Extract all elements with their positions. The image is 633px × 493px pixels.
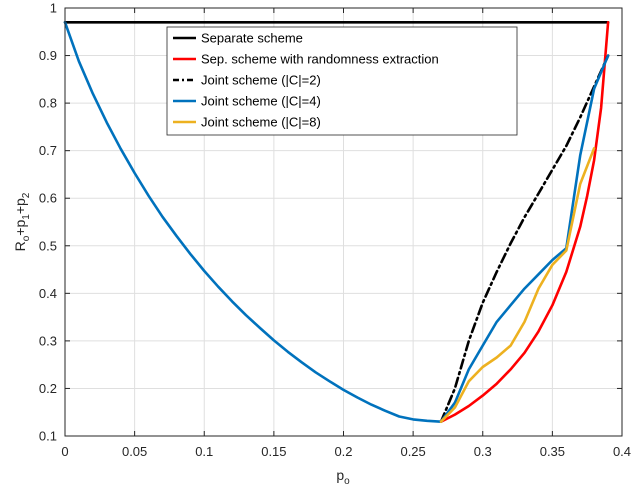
- series-line-2: [439, 20, 610, 424]
- x-axis-label-main: p: [336, 467, 344, 483]
- legend-label-3: Joint scheme (|C|=2): [201, 73, 321, 88]
- y-axis-label-part: o: [21, 235, 32, 241]
- y-axis-label-part: R: [12, 241, 28, 251]
- y-axis-label-part: +p: [12, 220, 28, 236]
- x-tick-label: 0: [61, 444, 68, 459]
- series-line-5: [439, 147, 596, 424]
- y-axis-label-part: +p: [12, 198, 28, 214]
- legend-box: [166, 26, 518, 136]
- y-tick-labels: 0.1 0.2 0.3 0.4 0.5 0.6 0.7 0.8 0.9 1: [39, 1, 57, 444]
- x-tick-label: 0.2: [334, 444, 352, 459]
- legend: Separate scheme Sep. scheme with randomne…: [166, 26, 518, 136]
- y-tick-label: 0.9: [39, 48, 57, 63]
- y-axis-label-part: 2: [21, 192, 32, 198]
- y-axis-label: Ro+p1+p2: [12, 192, 32, 251]
- series-lines: [63, 20, 610, 424]
- y-tick-label: 0.4: [39, 286, 57, 301]
- y-tick-label: 0.5: [39, 238, 57, 253]
- y-axis-label-part: 1: [21, 214, 32, 220]
- legend-label-2: Sep. scheme with randomness extraction: [201, 52, 439, 67]
- series-line-4: [63, 20, 610, 424]
- x-tick-label: 0.4: [613, 444, 631, 459]
- x-tick-label: 0.1: [195, 444, 213, 459]
- x-tick-label: 0.35: [540, 444, 565, 459]
- axis-ticks: [64, 7, 623, 437]
- x-tick-label: 0.15: [261, 444, 286, 459]
- x-axis-label: po: [336, 467, 350, 487]
- legend-label-4: Joint scheme (|C|=4): [201, 94, 321, 109]
- y-tick-label: 0.6: [39, 191, 57, 206]
- y-tick-label: 0.1: [39, 429, 57, 444]
- x-tick-labels: 0 0.05 0.1 0.15 0.2 0.25 0.3 0.35 0.4: [61, 444, 631, 459]
- y-tick-label: 0.8: [39, 96, 57, 111]
- y-tick-label: 0.2: [39, 381, 57, 396]
- y-tick-label: 0.3: [39, 333, 57, 348]
- x-tick-label: 0.25: [400, 444, 425, 459]
- series-line-3: [439, 54, 610, 424]
- y-tick-label: 1: [50, 1, 57, 16]
- legend-label-5: Joint scheme (|C|=8): [201, 115, 321, 130]
- x-tick-label: 0.05: [122, 444, 147, 459]
- x-tick-label: 0.3: [474, 444, 492, 459]
- legend-label-1: Separate scheme: [201, 31, 303, 46]
- x-axis-label-sub: o: [344, 476, 350, 487]
- y-tick-label: 0.7: [39, 143, 57, 158]
